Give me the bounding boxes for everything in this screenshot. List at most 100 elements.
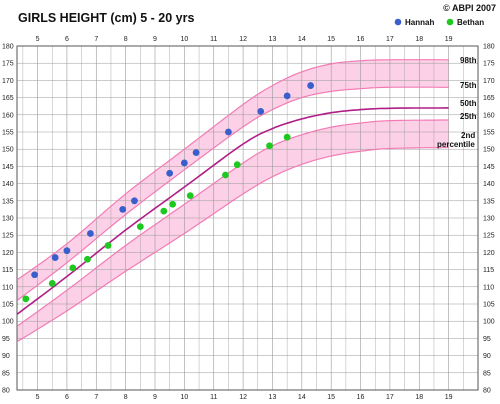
x-tick-bottom: 15 (327, 394, 335, 401)
x-tick-top: 9 (153, 36, 157, 43)
x-tick-top: 8 (124, 36, 128, 43)
y-tick-left: 150 (2, 147, 14, 154)
y-tick-right: 140 (483, 181, 495, 188)
y-tick-left: 130 (2, 216, 14, 223)
x-tick-bottom: 6 (65, 394, 69, 401)
x-tick-top: 15 (327, 36, 335, 43)
data-point-bethan (22, 295, 30, 303)
x-tick-top: 18 (415, 36, 423, 43)
y-tick-left: 105 (2, 302, 14, 309)
x-tick-top: 5 (36, 36, 40, 43)
y-tick-right: 170 (483, 78, 495, 85)
percentile-curve-p2 (17, 146, 449, 343)
data-point-bethan (169, 200, 177, 208)
percentile-label-2nd: 2nd (461, 131, 475, 140)
y-tick-left: 85 (2, 370, 10, 377)
data-point-hannah (131, 197, 138, 205)
y-tick-right: 85 (483, 370, 491, 377)
y-tick-left: 120 (2, 250, 14, 257)
y-tick-left: 115 (2, 267, 13, 274)
y-tick-right: 135 (483, 198, 495, 205)
percentile-labels: 98th 75th 50th 25th 2nd percentile (437, 56, 477, 149)
legend-marker-hannah (394, 18, 402, 26)
y-tick-left: 110 (2, 284, 13, 291)
y-tick-left: 160 (2, 112, 14, 119)
data-point-hannah (257, 107, 265, 115)
data-point-bethan (48, 279, 56, 287)
y-tick-right: 175 (483, 61, 495, 68)
data-point-hannah (31, 271, 39, 279)
x-tick-top: 14 (298, 36, 306, 43)
data-point-bethan (69, 264, 77, 272)
x-tick-top: 13 (269, 36, 277, 43)
y-tick-right: 155 (483, 130, 495, 137)
y-tick-left: 135 (2, 198, 14, 205)
plot-border (16, 45, 479, 391)
data-point-hannah (180, 159, 188, 167)
data-point-hannah (307, 82, 315, 89)
y-tick-right: 150 (483, 147, 495, 154)
y-tick-left: 100 (2, 319, 14, 326)
x-tick-top: 6 (65, 36, 69, 43)
x-tick-top: 19 (445, 36, 453, 43)
y-tick-right: 110 (483, 284, 494, 291)
x-tick-top: 12 (239, 36, 247, 43)
y-tick-left: 95 (2, 336, 10, 343)
x-tick-bottom: 16 (357, 394, 365, 401)
percentile-curve-p75 (17, 86, 449, 302)
lower-percentile-band (17, 120, 449, 342)
data-point-hannah (51, 254, 59, 261)
y-tick-left: 180 (2, 44, 14, 51)
data-point-hannah (283, 92, 291, 100)
percentile-label-25th: 25th (460, 112, 477, 121)
y-tick-right: 90 (483, 353, 491, 360)
data-point-hannah (87, 230, 94, 237)
data-point-hannah (119, 206, 127, 213)
x-tick-top: 7 (94, 36, 98, 43)
x-tick-bottom: 13 (269, 394, 277, 401)
y-tick-right: 115 (483, 267, 494, 274)
x-tick-top: 10 (180, 36, 188, 43)
data-point-bethan (266, 142, 273, 150)
y-tick-left: 140 (2, 181, 14, 188)
y-tick-right: 105 (483, 302, 495, 309)
upper-percentile-band (17, 59, 449, 301)
x-tick-bottom: 10 (180, 394, 188, 401)
legend-marker-bethan (446, 18, 454, 26)
x-tick-bottom: 19 (445, 394, 453, 401)
x-tick-bottom: 17 (386, 394, 394, 401)
percentile-label-75th: 75th (460, 81, 477, 90)
y-tick-left: 155 (2, 130, 14, 137)
y-tick-left: 175 (2, 61, 14, 68)
y-tick-left: 165 (2, 95, 14, 102)
y-tick-left: 170 (2, 78, 14, 85)
y-tick-right: 120 (483, 250, 495, 257)
y-tick-right: 165 (483, 95, 495, 102)
legend-label-hannah: Hannah (405, 18, 434, 27)
y-tick-left: 125 (2, 233, 14, 240)
x-tick-bottom: 14 (298, 394, 306, 401)
data-point-hannah (225, 128, 232, 136)
y-tick-left: 90 (2, 353, 10, 360)
data-point-bethan (136, 223, 144, 231)
x-tick-bottom: 18 (415, 394, 423, 401)
x-tick-top: 11 (210, 36, 217, 43)
percentile-label-word: percentile (437, 140, 475, 149)
y-tick-left: 80 (2, 388, 10, 395)
y-tick-right: 125 (483, 233, 495, 240)
legend-label-bethan: Bethan (457, 18, 484, 27)
y-tick-right: 95 (483, 336, 491, 343)
data-point-hannah (63, 247, 71, 255)
chart-title: GIRLS HEIGHT (cm) 5 - 20 yrs (18, 11, 194, 25)
y-tick-right: 130 (483, 216, 495, 223)
x-tick-bottom: 11 (210, 394, 217, 401)
data-point-bethan (222, 171, 229, 179)
x-tick-bottom: 5 (36, 394, 40, 401)
x-tick-bottom: 8 (124, 394, 128, 401)
data-point-bethan (283, 133, 291, 141)
data-point-bethan (104, 242, 112, 249)
y-tick-right: 100 (483, 319, 495, 326)
copyright-text: © ABPI 2007 (443, 3, 496, 13)
